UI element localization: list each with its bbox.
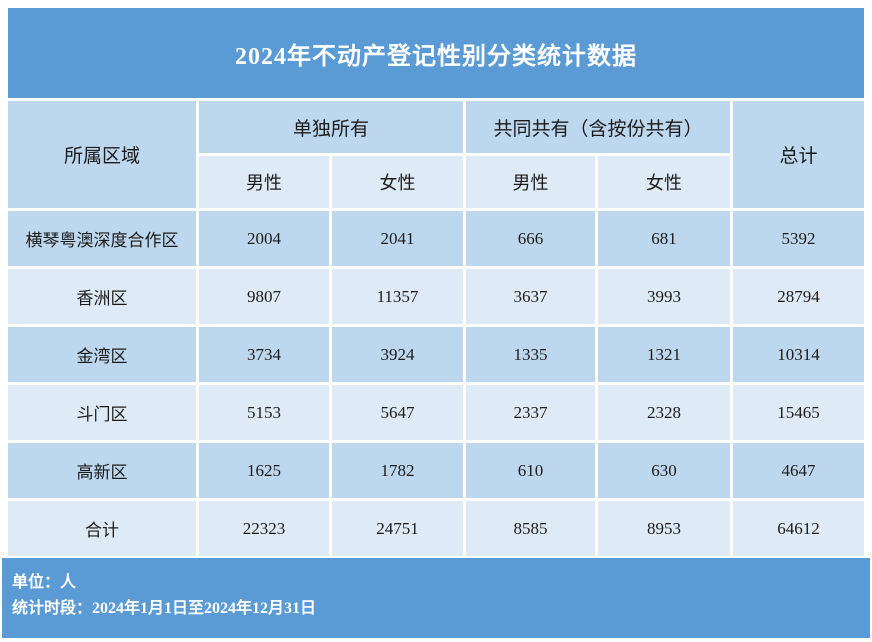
table-cell: 5392 (733, 211, 864, 266)
table-cell: 1782 (332, 443, 463, 498)
header-total: 总计 (733, 101, 864, 208)
table-cell: 11357 (332, 269, 463, 324)
table-row-region: 金湾区 (8, 327, 196, 382)
table-cell: 2337 (466, 385, 595, 440)
unit-label: 单位：人 (12, 574, 77, 591)
table-cell: 3734 (199, 327, 329, 382)
table-cell: 2328 (598, 385, 730, 440)
table-cell: 8585 (466, 501, 595, 556)
table-cell: 28794 (733, 269, 864, 324)
table-row-region: 高新区 (8, 443, 196, 498)
stats-table: 所属区域 单独所有 共同共有（含按份共有） 总计 男性 女性 男性 女性 横琴粤… (8, 101, 864, 556)
table-cell: 22323 (199, 501, 329, 556)
table-cell: 8953 (598, 501, 730, 556)
subheader-sole-male: 男性 (199, 156, 329, 208)
table-cell: 681 (598, 211, 730, 266)
table-cell: 666 (466, 211, 595, 266)
table-cell: 1335 (466, 327, 595, 382)
table-cell: 3637 (466, 269, 595, 324)
footer-bar: 单位：人 统计时段：2024年1月1日至2024年12月31日 (2, 558, 870, 638)
table-cell: 64612 (733, 501, 864, 556)
page-title: 2024年不动产登记性别分类统计数据 (235, 43, 637, 70)
table-cell: 15465 (733, 385, 864, 440)
table-cell: 1625 (199, 443, 329, 498)
period-label: 统计时段：2024年1月1日至2024年12月31日 (12, 600, 317, 617)
table-cell: 10314 (733, 327, 864, 382)
subheader-joint-female: 女性 (598, 156, 730, 208)
page: 2024年不动产登记性别分类统计数据 所属区域 单独所有 共同共有（含按份共有）… (0, 8, 872, 642)
table-row-region: 香洲区 (8, 269, 196, 324)
table-row-region-total: 合计 (8, 501, 196, 556)
table-cell: 24751 (332, 501, 463, 556)
header-region: 所属区域 (8, 101, 196, 208)
table-cell: 2041 (332, 211, 463, 266)
table-row-region: 斗门区 (8, 385, 196, 440)
table-cell: 3993 (598, 269, 730, 324)
header-joint-ownership: 共同共有（含按份共有） (466, 101, 730, 153)
subheader-sole-female: 女性 (332, 156, 463, 208)
table-cell: 1321 (598, 327, 730, 382)
table-cell: 610 (466, 443, 595, 498)
table-cell: 2004 (199, 211, 329, 266)
table-cell: 3924 (332, 327, 463, 382)
header-sole-ownership: 单独所有 (199, 101, 463, 153)
table-cell: 9807 (199, 269, 329, 324)
table-cell: 4647 (733, 443, 864, 498)
table-row-region: 横琴粤澳深度合作区 (8, 211, 196, 266)
table-cell: 630 (598, 443, 730, 498)
subheader-joint-male: 男性 (466, 156, 595, 208)
title-bar: 2024年不动产登记性别分类统计数据 (8, 8, 864, 98)
table-cell: 5153 (199, 385, 329, 440)
table-cell: 5647 (332, 385, 463, 440)
